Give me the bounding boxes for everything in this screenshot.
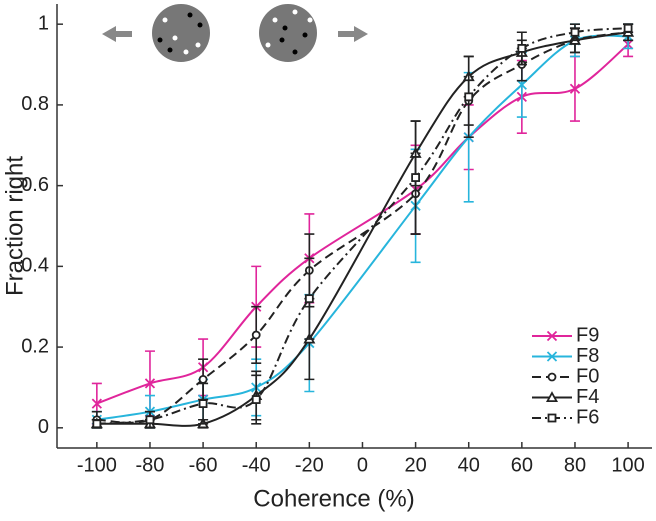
marker	[251, 330, 261, 340]
fit-line	[96, 31, 629, 424]
marker	[198, 399, 208, 409]
legend-marker	[547, 372, 557, 382]
series	[91, 31, 634, 425]
legend-label: F8	[576, 345, 599, 367]
x-tick-label: 80	[564, 454, 586, 476]
series	[91, 23, 634, 429]
fit-line	[96, 43, 629, 405]
marker	[144, 378, 156, 389]
x-tick-label: 0	[357, 454, 368, 476]
y-tick-label: 0.8	[21, 93, 49, 115]
x-tick-label: 20	[404, 454, 426, 476]
series	[91, 23, 634, 429]
marker	[569, 83, 581, 94]
legend-marker	[545, 391, 559, 402]
marker	[623, 23, 633, 33]
stimulus-icons	[102, 4, 368, 62]
marker	[198, 374, 208, 384]
legend-marker	[547, 413, 557, 423]
y-tick-label: 1	[38, 12, 49, 34]
legend-entry: F9	[532, 324, 599, 346]
x-tick-label: 40	[458, 454, 480, 476]
marker	[516, 79, 527, 90]
marker	[251, 395, 261, 404]
x-tick-label: -100	[77, 454, 117, 476]
y-tick-label: 0	[38, 416, 49, 438]
marker	[91, 398, 102, 409]
legend-entry: F6	[532, 406, 599, 428]
x-tick-label: -60	[189, 454, 218, 476]
marker	[411, 173, 420, 182]
marker	[304, 294, 314, 304]
y-tick-label: 0.4	[21, 255, 49, 277]
y-tick-label: 0.2	[21, 335, 49, 357]
fit-line	[96, 31, 629, 427]
marker	[517, 44, 527, 53]
fit-line	[96, 34, 629, 421]
legend-marker	[546, 351, 558, 362]
legend-label: F6	[576, 406, 599, 428]
fit-line	[96, 27, 629, 425]
x-axis-label: Coherence (%)	[253, 485, 414, 512]
marker	[464, 92, 474, 102]
x-tick-label: -20	[295, 454, 324, 476]
x-tick-label: 60	[511, 454, 533, 476]
y-axis-label: Fraction right	[1, 156, 28, 296]
x-tick-label: -40	[242, 454, 271, 476]
marker	[145, 415, 155, 425]
series	[90, 23, 635, 429]
x-tick-label: 100	[611, 454, 644, 476]
y-tick-label: 0.6	[21, 174, 49, 196]
x-tick-label: -80	[136, 454, 165, 476]
marker	[570, 27, 580, 37]
legend-entry: F4	[532, 386, 599, 408]
legend-label: F0	[576, 365, 599, 387]
legend-marker	[546, 330, 558, 342]
marker	[92, 419, 102, 429]
series	[91, 23, 634, 429]
legend-entry: F8	[532, 345, 599, 367]
legend-entry: F0	[532, 365, 599, 387]
legend-label: F4	[576, 386, 599, 408]
legend-label: F9	[576, 324, 599, 346]
